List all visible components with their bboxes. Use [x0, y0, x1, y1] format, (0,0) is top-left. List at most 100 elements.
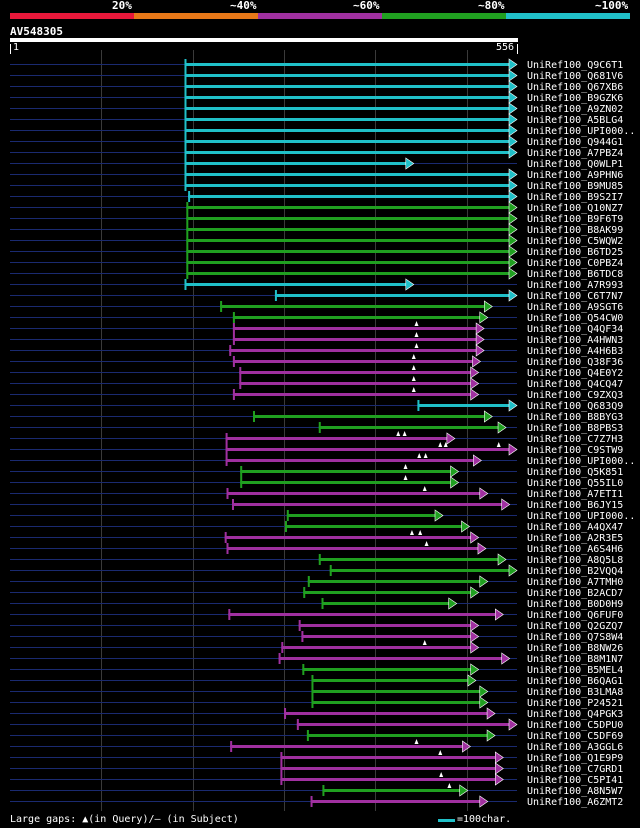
hit-segment[interactable] [310, 800, 481, 803]
hit-segment[interactable] [321, 602, 450, 605]
hit-segment[interactable] [280, 778, 497, 781]
hit-label[interactable]: UniRef100_A7PBZ4 [527, 148, 623, 159]
hit-label[interactable]: UniRef100_C5PI41 [527, 775, 623, 786]
hit-segment[interactable] [232, 338, 478, 341]
hit-segment[interactable] [239, 371, 472, 374]
hit-segment[interactable] [226, 547, 479, 550]
hit-label[interactable]: UniRef100_B9MU85 [527, 181, 623, 192]
hit-segment[interactable] [232, 316, 481, 319]
hit-segment[interactable] [186, 239, 510, 242]
hit-label[interactable]: UniRef100_C7GRD1 [527, 764, 623, 775]
hit-segment[interactable] [307, 580, 481, 583]
hit-segment[interactable] [284, 712, 489, 715]
hit-label[interactable]: UniRef100_C5WQW2 [527, 236, 623, 247]
hit-label[interactable]: UniRef100_Q944G1 [527, 137, 623, 148]
hit-label[interactable]: UniRef100_Q4E0Y2 [527, 368, 623, 379]
hit-segment[interactable] [184, 85, 510, 88]
hit-segment[interactable] [311, 701, 481, 704]
hit-label[interactable]: UniRef100_Q10NZ7 [527, 203, 623, 214]
hit-segment[interactable] [281, 646, 472, 649]
hit-label[interactable]: UniRef100_Q55IL0 [527, 478, 623, 489]
hit-segment[interactable] [186, 228, 510, 231]
hit-label[interactable]: UniRef100_B0D0H9 [527, 599, 623, 610]
hit-label[interactable]: UniRef100_A7TMH0 [527, 577, 623, 588]
hit-label[interactable]: UniRef100_A4QX47 [527, 522, 623, 533]
hit-label[interactable]: UniRef100_B6TDC8 [527, 269, 623, 280]
hit-segment[interactable] [184, 283, 407, 286]
hit-label[interactable]: UniRef100_Q4PGK3 [527, 709, 623, 720]
hit-segment[interactable] [286, 514, 437, 517]
hit-segment[interactable] [240, 470, 452, 473]
hit-label[interactable]: UniRef100_B9GZK6 [527, 93, 623, 104]
hit-label[interactable]: UniRef100_Q683Q9 [527, 401, 623, 412]
hit-segment[interactable] [274, 294, 510, 297]
hit-segment[interactable] [298, 624, 472, 627]
hit-segment[interactable] [186, 217, 510, 220]
hit-label[interactable]: UniRef100_C9ZXQ3 [527, 390, 623, 401]
hit-segment[interactable] [311, 690, 481, 693]
hit-label[interactable]: UniRef100_A6S4H6 [527, 544, 623, 555]
hit-label[interactable]: UniRef100_Q9C6T1 [527, 60, 623, 71]
hit-label[interactable]: UniRef100_B8M1N7 [527, 654, 623, 665]
hit-label[interactable]: UniRef100_C5DF69 [527, 731, 623, 742]
hit-label[interactable]: UniRef100_A8Q5L8 [527, 555, 623, 566]
hit-label[interactable]: UniRef100_A8N5W7 [527, 786, 623, 797]
hit-segment[interactable] [226, 492, 481, 495]
hit-segment[interactable] [184, 118, 510, 121]
hit-label[interactable]: UniRef100_B6QAG1 [527, 676, 623, 687]
hit-label[interactable]: UniRef100_Q7S8W4 [527, 632, 623, 643]
hit-segment[interactable] [225, 448, 511, 451]
hit-segment[interactable] [239, 382, 472, 385]
hit-segment[interactable] [230, 745, 464, 748]
hit-label[interactable]: UniRef100_Q54CW0 [527, 313, 623, 324]
hit-segment[interactable] [225, 437, 448, 440]
hit-label[interactable]: UniRef100_P24521 [527, 698, 623, 709]
hit-segment[interactable] [232, 360, 474, 363]
hit-segment[interactable] [318, 558, 500, 561]
hit-segment[interactable] [184, 140, 510, 143]
hit-label[interactable]: UniRef100_A2R3E5 [527, 533, 623, 544]
hit-label[interactable]: UniRef100_Q38F36 [527, 357, 623, 368]
hit-label[interactable]: UniRef100_A4HWN3 [527, 335, 623, 346]
hit-label[interactable]: UniRef100_A6ZMT2 [527, 797, 623, 808]
hit-segment[interactable] [184, 129, 510, 132]
hit-segment[interactable] [280, 756, 497, 759]
hit-label[interactable]: UniRef100_B8PBS3 [527, 423, 623, 434]
hit-segment[interactable] [228, 613, 497, 616]
hit-segment[interactable] [322, 789, 461, 792]
hit-segment[interactable] [301, 635, 472, 638]
hit-label[interactable]: UniRef100_Q2GZQ7 [527, 621, 623, 632]
hit-segment[interactable] [186, 206, 510, 209]
hit-label[interactable]: UniRef100_C9STW9 [527, 445, 623, 456]
hit-segment[interactable] [280, 767, 497, 770]
hit-label[interactable]: UniRef100_B8BYG3 [527, 412, 623, 423]
hit-segment[interactable] [184, 63, 510, 66]
hit-label[interactable]: UniRef100_Q4CQ47 [527, 379, 623, 390]
hit-segment[interactable] [184, 173, 510, 176]
hit-label[interactable]: UniRef100_B6TD25 [527, 247, 623, 258]
hit-segment[interactable] [329, 569, 510, 572]
hit-segment[interactable] [303, 591, 472, 594]
hit-label[interactable]: UniRef100_B2ACD7 [527, 588, 623, 599]
hit-segment[interactable] [184, 96, 510, 99]
hit-label[interactable]: UniRef100_Q5K851 [527, 467, 623, 478]
hit-segment[interactable] [224, 536, 472, 539]
hit-label[interactable]: UniRef100_A4H6B3 [527, 346, 623, 357]
hit-segment[interactable] [186, 250, 510, 253]
hit-label[interactable]: UniRef100_B9S2I7 [527, 192, 623, 203]
hit-label[interactable]: UniRef100_C6T7N7 [527, 291, 623, 302]
hit-label[interactable]: UniRef100_A7ETI1 [527, 489, 623, 500]
hit-label[interactable]: UniRef100_C0PBZ4 [527, 258, 623, 269]
hit-segment[interactable] [186, 261, 510, 264]
hit-segment[interactable] [184, 107, 510, 110]
hit-label[interactable]: UniRef100_Q0WLP1 [527, 159, 623, 170]
hit-label[interactable]: UniRef100_B6JY15 [527, 500, 623, 511]
hit-label[interactable]: UniRef100_B8AK99 [527, 225, 623, 236]
hit-segment[interactable] [184, 151, 510, 154]
hit-label[interactable]: UniRef100_Q4QF34 [527, 324, 623, 335]
hit-label[interactable]: UniRef100_A9ZN02 [527, 104, 623, 115]
hit-label[interactable]: UniRef100_B2VQQ4 [527, 566, 623, 577]
hit-segment[interactable] [240, 481, 452, 484]
hit-segment[interactable] [296, 723, 510, 726]
hit-label[interactable]: UniRef100_A3GGL6 [527, 742, 623, 753]
